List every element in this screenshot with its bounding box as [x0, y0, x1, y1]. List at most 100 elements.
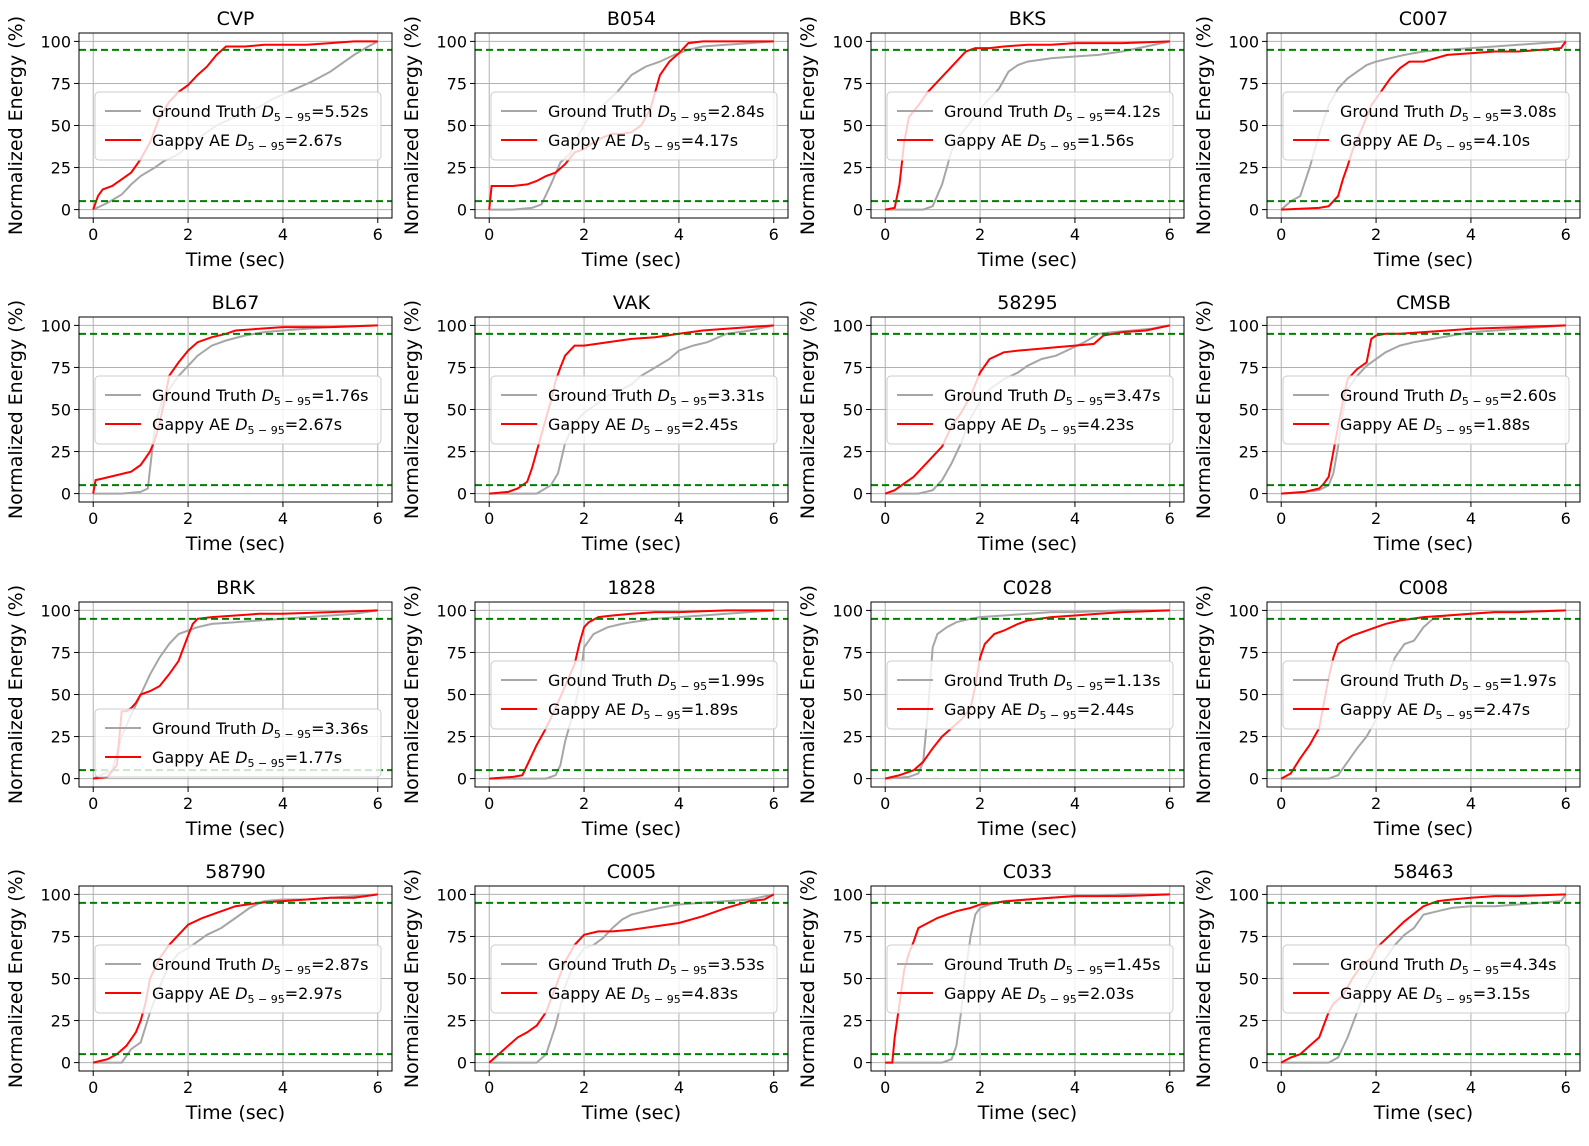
x-tick-label: 0	[88, 509, 98, 528]
x-tick-label: 6	[1561, 225, 1571, 244]
y-tick-label: 0	[61, 201, 71, 220]
gappy-ae-legend-label: Gappy AE D5 − 95=2.47s	[1340, 700, 1530, 722]
legend: Ground Truth D5 − 95=1.97s Gappy AE D5 − …	[1282, 660, 1570, 730]
x-tick-label: 2	[1371, 225, 1381, 244]
y-tick-label: 75	[51, 927, 71, 946]
x-tick-label: 6	[373, 509, 383, 528]
ground-truth-line	[885, 609, 1170, 780]
legend: Ground Truth D5 − 95=1.76s Gappy AE D5 − …	[94, 375, 382, 445]
y-tick-label: 50	[1239, 686, 1259, 705]
y-tick-label: 0	[853, 201, 863, 220]
y-tick-label: 75	[51, 358, 71, 377]
ground-truth-legend-label: Ground Truth D5 − 95=3.36s	[152, 719, 369, 741]
subplot-cmsb: 0 2 4 6 0 25 50 75 100 CMSB Time (sec) Normalized E…	[1193, 292, 1581, 555]
subplot-title: C033	[1003, 861, 1053, 883]
x-tick-label: 0	[1276, 1078, 1286, 1097]
x-tick-label: 2	[183, 1078, 193, 1097]
x-tick-label: 2	[975, 1078, 985, 1097]
y-tick-label: 75	[447, 358, 467, 377]
ground-truth-legend-label: Ground Truth D5 − 95=2.87s	[152, 955, 369, 977]
ground-truth-legend-label: Ground Truth D5 − 95=4.12s	[944, 102, 1161, 124]
y-axis-label: Normalized Energy (%)	[797, 869, 819, 1088]
x-axis-label: Time (sec)	[977, 533, 1077, 555]
legend-box	[886, 375, 1174, 445]
y-tick-label: 25	[1239, 1012, 1259, 1031]
subplot-title: BL67	[212, 292, 260, 314]
y-axis-label: Normalized Energy (%)	[1193, 869, 1215, 1088]
legend: Ground Truth D5 − 95=3.36s Gappy AE D5 − …	[94, 708, 382, 778]
gappy-ae-line	[1280, 609, 1566, 780]
x-tick-label: 2	[579, 794, 589, 813]
subplot-title: CVP	[217, 8, 255, 30]
x-tick-label: 0	[880, 1078, 890, 1097]
x-tick-label: 0	[88, 225, 98, 244]
x-axis-label: Time (sec)	[581, 249, 681, 271]
x-tick-label: 0	[88, 794, 98, 813]
x-tick-label: 6	[769, 509, 779, 528]
x-tick-label: 4	[674, 509, 684, 528]
x-tick-label: 0	[880, 225, 890, 244]
gappy-ae-legend-label: Gappy AE D5 − 95=4.10s	[1340, 131, 1530, 153]
y-tick-label: 0	[61, 770, 71, 789]
x-tick-label: 6	[1165, 225, 1175, 244]
x-axis-label: Time (sec)	[977, 818, 1077, 840]
x-axis-label: Time (sec)	[185, 1102, 285, 1124]
legend: Ground Truth D5 − 95=1.99s Gappy AE D5 − …	[490, 660, 778, 730]
subplot-title: C008	[1399, 577, 1449, 599]
y-tick-label: 25	[843, 159, 863, 178]
y-tick-label: 0	[457, 1054, 467, 1073]
x-tick-label: 4	[1466, 794, 1476, 813]
gappy-ae-line	[92, 893, 378, 1064]
gappy-ae-legend-label: Gappy AE D5 − 95=1.89s	[548, 700, 738, 722]
ground-truth-legend-label: Ground Truth D5 − 95=2.84s	[548, 102, 765, 124]
ground-truth-legend-label: Ground Truth D5 − 95=1.45s	[944, 955, 1161, 977]
y-tick-label: 0	[853, 485, 863, 504]
y-tick-label: 100	[436, 32, 467, 51]
subplot-brk: 0 2 4 6 0 25 50 75 100 BRK Time (sec) Normalized En…	[5, 577, 393, 840]
ground-truth-legend-label: Ground Truth D5 − 95=3.31s	[548, 386, 765, 408]
legend: Ground Truth D5 − 95=3.08s Gappy AE D5 − …	[1282, 91, 1570, 161]
x-tick-label: 6	[1561, 509, 1571, 528]
y-tick-label: 0	[457, 770, 467, 789]
y-axis-label: Normalized Energy (%)	[401, 16, 423, 235]
y-tick-label: 75	[1239, 74, 1259, 93]
x-tick-label: 6	[1165, 794, 1175, 813]
y-tick-label: 100	[832, 32, 863, 51]
x-tick-label: 4	[278, 509, 288, 528]
y-tick-label: 50	[447, 401, 467, 420]
y-tick-label: 100	[40, 316, 71, 335]
y-axis-label: Normalized Energy (%)	[797, 585, 819, 804]
legend-box	[1282, 375, 1570, 445]
y-tick-label: 25	[51, 1012, 71, 1031]
y-axis-label: Normalized Energy (%)	[1193, 16, 1215, 235]
y-tick-label: 0	[61, 485, 71, 504]
x-axis-label: Time (sec)	[581, 533, 681, 555]
y-tick-label: 50	[447, 117, 467, 136]
gappy-ae-legend-label: Gappy AE D5 − 95=1.77s	[152, 748, 342, 770]
y-tick-label: 25	[843, 443, 863, 462]
y-tick-label: 75	[843, 927, 863, 946]
y-axis-label: Normalized Energy (%)	[5, 16, 27, 235]
y-tick-label: 100	[436, 601, 467, 620]
x-tick-label: 4	[1070, 509, 1080, 528]
y-tick-label: 0	[1249, 485, 1259, 504]
subplot-b054: 0 2 4 6 0 25 50 75 100 B054 Time (sec) Normalized E…	[401, 8, 789, 271]
x-tick-label: 4	[674, 1078, 684, 1097]
x-tick-label: 4	[1070, 794, 1080, 813]
legend: Ground Truth D5 − 95=3.53s Gappy AE D5 − …	[490, 944, 778, 1014]
gappy-ae-line	[488, 893, 775, 1064]
x-tick-label: 6	[373, 1078, 383, 1097]
ground-truth-legend-label: Ground Truth D5 − 95=4.34s	[1340, 955, 1557, 977]
subplot-title: C028	[1003, 577, 1053, 599]
y-tick-label: 75	[447, 74, 467, 93]
x-tick-label: 4	[1466, 509, 1476, 528]
ground-truth-legend-label: Ground Truth D5 − 95=2.60s	[1340, 386, 1557, 408]
legend: Ground Truth D5 − 95=4.34s Gappy AE D5 − …	[1282, 944, 1570, 1014]
subplot-c005: 0 2 4 6 0 25 50 75 100 C005 Time (sec) Normalized E…	[401, 861, 789, 1124]
y-tick-label: 50	[447, 686, 467, 705]
y-tick-label: 50	[51, 117, 71, 136]
gappy-ae-legend-label: Gappy AE D5 − 95=2.44s	[944, 700, 1134, 722]
y-tick-label: 50	[447, 970, 467, 989]
y-tick-label: 75	[1239, 927, 1259, 946]
y-tick-label: 100	[1228, 885, 1259, 904]
